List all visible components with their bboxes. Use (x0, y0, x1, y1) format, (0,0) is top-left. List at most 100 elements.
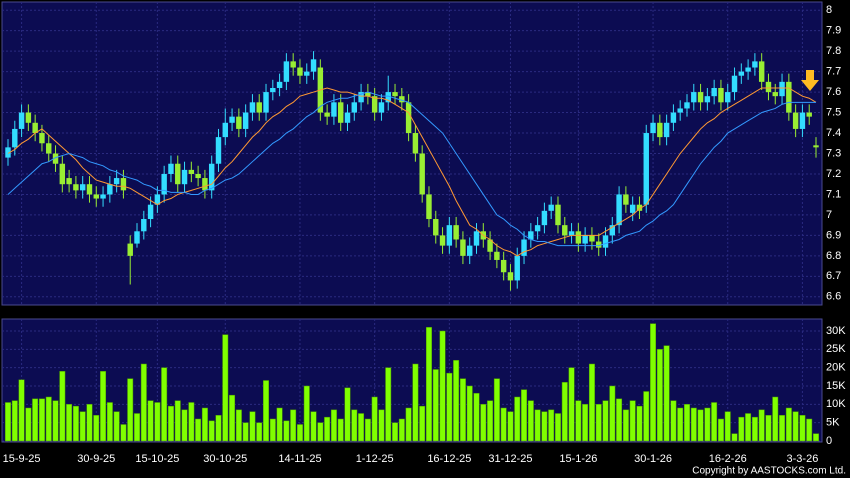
candle-body (120, 178, 127, 191)
candle-body (304, 71, 310, 76)
candle-body (500, 259, 507, 273)
x-tick-label: 31-12-25 (488, 453, 532, 465)
volume-bar (86, 404, 93, 442)
y2-tick-label: 30K (826, 325, 846, 337)
candle-body (514, 255, 520, 281)
y-tick-label: 6.8 (826, 250, 841, 262)
candle-body (412, 133, 419, 154)
candle-body (351, 102, 358, 113)
volume-bar (595, 404, 602, 442)
volume-bar (758, 409, 765, 442)
volume-bar (724, 411, 731, 442)
y-tick-label: 7.6 (826, 86, 841, 98)
volume-bar (215, 415, 222, 442)
volume-bar (561, 382, 568, 442)
y-tick-label: 8 (826, 4, 832, 16)
volume-bar (785, 407, 792, 442)
candle-body (283, 61, 290, 82)
candle-body (752, 61, 758, 68)
volume-bar (772, 396, 779, 442)
candle-body (487, 239, 493, 252)
candle-body (310, 59, 317, 72)
x-tick-label: 30-1-26 (634, 453, 672, 465)
candle-body (66, 178, 72, 185)
candle-body (582, 235, 588, 244)
volume-bar (466, 385, 473, 442)
volume-bar (412, 363, 419, 442)
volume-bar (242, 422, 249, 442)
candle-body (39, 133, 45, 144)
volume-bar (616, 398, 623, 442)
candle-body (602, 235, 609, 248)
volume-bar (419, 405, 426, 442)
x-tick-label: 16-2-26 (709, 453, 747, 465)
y2-tick-label: 15K (826, 380, 846, 392)
candle-body (256, 102, 262, 113)
candle-body (758, 61, 765, 82)
candle-body (419, 153, 425, 195)
y-tick-label: 7.4 (826, 127, 841, 139)
volume-bar (263, 380, 269, 442)
candle-body (806, 112, 812, 117)
candle-body (215, 137, 222, 164)
volume-bar (459, 378, 466, 442)
candle-body (331, 102, 337, 117)
volume-bar (337, 418, 344, 442)
volume-bar (534, 409, 541, 442)
volume-bar (358, 413, 365, 442)
volume-bar (100, 371, 107, 442)
candle-body (86, 184, 93, 195)
volume-bar (385, 367, 392, 442)
candle-body (589, 235, 595, 242)
y-tick-label: 7.2 (826, 168, 841, 180)
candle-body (18, 112, 25, 129)
volume-bar (432, 369, 439, 442)
plot-layer: 8 7.9 7.8 7.7 7.6 7.5 7.4 7.3 7.2 7.1 7 6.9 6.8 6.7 6.… (2, 2, 846, 465)
volume-bar (622, 409, 629, 442)
volume-bar (690, 407, 697, 442)
candle-body (562, 225, 568, 236)
volume-bar (201, 407, 208, 442)
volume-bar (555, 413, 561, 442)
volume-bar (174, 400, 181, 442)
volume-bar (188, 402, 195, 442)
y-tick-label: 7.9 (826, 25, 841, 37)
x-tick-label: 15-10-25 (135, 453, 179, 465)
candle-body (242, 112, 249, 129)
candle-body (711, 87, 717, 97)
x-tick-label: 30-9-25 (77, 453, 115, 465)
volume-bar (588, 363, 595, 442)
candle-body (93, 194, 99, 199)
x-tick-label: 15-1-26 (559, 453, 597, 465)
y-tick-label: 7 (826, 209, 832, 221)
volume-bar (697, 409, 704, 442)
candle-body (344, 112, 351, 123)
volume-bar (52, 400, 59, 442)
candle-body (290, 61, 296, 68)
volume-bar (514, 396, 521, 442)
volume-bar (290, 409, 297, 442)
candle-body (263, 92, 269, 113)
volume-bar (392, 422, 398, 442)
candle-body (460, 239, 466, 256)
volume-bar (426, 327, 432, 442)
y2-tick-label: 5K (826, 417, 840, 429)
volume-bar (106, 402, 113, 442)
candle-body (297, 67, 303, 76)
volume-bar (751, 416, 758, 442)
candle-body (378, 102, 385, 113)
candle-body (324, 112, 330, 117)
candle-body (107, 184, 113, 195)
volume-bar (405, 407, 412, 442)
candle-body (141, 219, 147, 232)
candle-body (229, 116, 235, 123)
volume-bar (629, 400, 636, 442)
candle-body (528, 231, 534, 240)
volume-bar (364, 418, 371, 442)
candle-body (548, 204, 554, 211)
volume-bar (717, 418, 724, 442)
volume-bar (792, 411, 799, 442)
copyright: Copyright by AASTOCKS.com Ltd. (692, 466, 846, 477)
volume-bar (140, 363, 147, 442)
candle-body (79, 184, 86, 191)
